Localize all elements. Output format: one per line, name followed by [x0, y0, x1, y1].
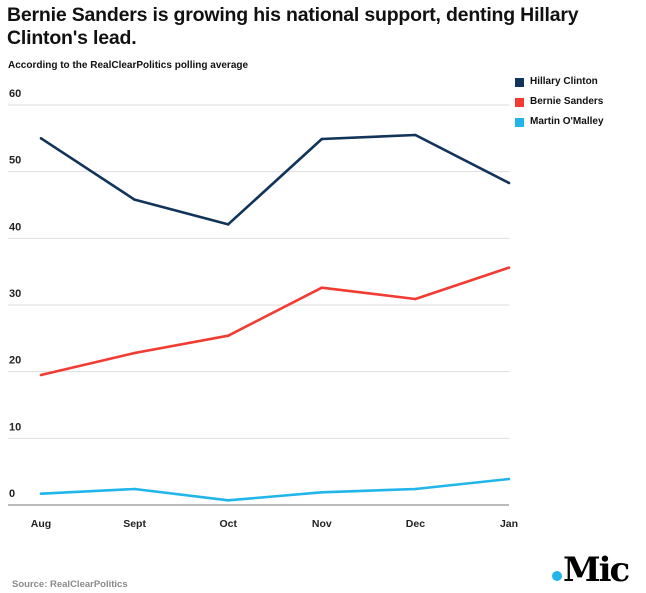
y-tick-label: 60 [9, 88, 21, 100]
x-tick-label: Oct [219, 518, 237, 530]
legend-item-clinton: Hillary Clinton [515, 75, 598, 87]
logo-dot [552, 571, 562, 581]
legend-swatch [515, 118, 524, 127]
data-point [414, 297, 417, 301]
x-tick-label: Aug [31, 518, 51, 530]
legend-swatch [515, 78, 524, 87]
legend-item-sanders: Bernie Sanders [515, 95, 603, 107]
logo-text: Mic [563, 550, 630, 590]
data-point [39, 492, 43, 495]
mic-logo: Mic [552, 550, 630, 590]
series-line-bernie-sanders [40, 266, 510, 377]
data-point [133, 198, 136, 201]
y-tick-label: 10 [9, 421, 21, 433]
series-line-hillary-clinton [40, 133, 510, 226]
y-tick-label: 20 [9, 355, 21, 367]
data-point [226, 223, 230, 226]
x-tick-label: Nov [312, 518, 332, 530]
y-tick-label: 0 [9, 488, 15, 500]
data-point [226, 499, 230, 502]
y-tick-label: 50 [9, 155, 21, 167]
x-tick-label: Sept [123, 518, 146, 530]
legend-label: Hillary Clinton [530, 75, 598, 87]
data-point [320, 137, 324, 141]
x-tick-label: Jan [500, 518, 518, 530]
data-point [507, 181, 511, 185]
y-tick-label: 30 [9, 288, 21, 300]
chart-title: Bernie Sanders is growing his national s… [7, 4, 579, 49]
series-line-martin-o-malley [40, 477, 510, 502]
data-point [226, 334, 230, 337]
legend-swatch [515, 98, 524, 107]
data-point [320, 286, 324, 289]
data-point [39, 137, 43, 140]
data-point [414, 487, 417, 491]
legend-label: Bernie Sanders [530, 95, 604, 107]
data-point [320, 491, 324, 494]
legend-label: Martin O'Malley [530, 115, 604, 127]
data-point [414, 133, 417, 137]
legend-item-omalley: Martin O'Malley [515, 115, 604, 127]
data-point [507, 477, 511, 481]
data-point [133, 487, 136, 491]
data-point [39, 373, 43, 377]
data-point [507, 266, 511, 269]
y-tick-label: 40 [9, 221, 21, 233]
x-tick-label: Dec [406, 518, 425, 530]
chart-subtitle: According to the RealClearPolitics polli… [8, 60, 249, 71]
source-note: Source: RealClearPolitics [12, 579, 128, 590]
data-point [133, 351, 136, 355]
